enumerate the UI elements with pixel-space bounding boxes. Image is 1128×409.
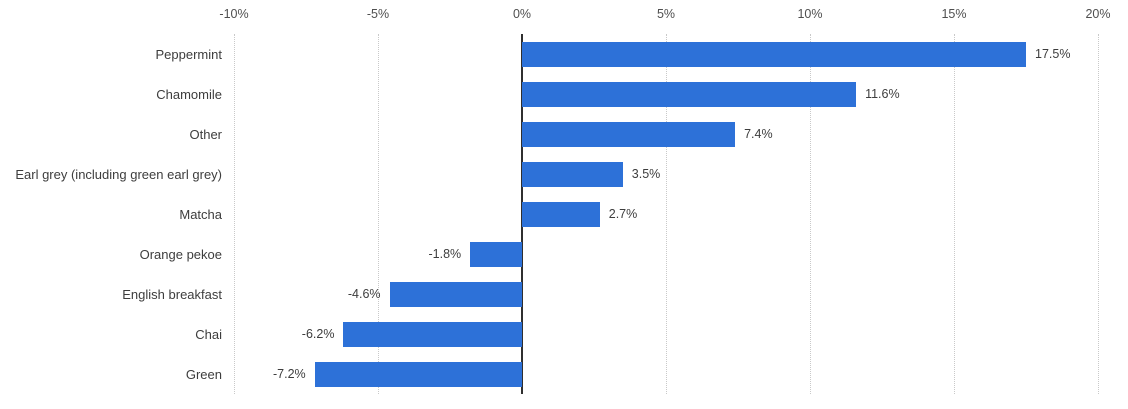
value-label: 17.5%: [1035, 47, 1071, 61]
value-label: 2.7%: [608, 207, 638, 221]
x-tick-label: -5%: [366, 7, 390, 21]
bar[interactable]: [389, 282, 522, 307]
bar[interactable]: [522, 202, 600, 227]
category-label: English breakfast: [122, 287, 222, 302]
category-label: Orange pekoe: [139, 247, 222, 262]
bar[interactable]: [314, 362, 522, 387]
x-tick-label: 10%: [797, 7, 823, 21]
value-label: 3.5%: [631, 167, 661, 181]
value-label: -4.6%: [347, 287, 381, 301]
category-label: Earl grey (including green earl grey): [15, 167, 222, 182]
value-label: 11.6%: [865, 87, 900, 101]
category-label: Chamomile: [156, 87, 222, 102]
value-label: -7.2%: [272, 367, 306, 381]
category-label: Matcha: [179, 207, 222, 222]
x-tick-label: 20%: [1085, 7, 1111, 21]
gridline: [234, 34, 235, 394]
x-tick-label: 0%: [512, 7, 532, 21]
x-tick-label: 15%: [941, 7, 967, 21]
gridline: [954, 34, 955, 394]
plot-area: 17.5% 11.6% 7.4% 3.5% 2.7% -1.8% -4.6% -6.2% -7.…: [234, 34, 1099, 394]
value-label: -6.2%: [301, 327, 335, 341]
gridline: [666, 34, 667, 394]
bar[interactable]: [522, 162, 623, 187]
value-label: -1.8%: [428, 247, 462, 261]
category-label: Other: [189, 127, 222, 142]
bar[interactable]: [522, 122, 736, 147]
bar[interactable]: [470, 242, 522, 267]
gridline: [378, 34, 379, 394]
category-label: Peppermint: [155, 47, 222, 62]
bar[interactable]: [522, 82, 857, 107]
gridline: [810, 34, 811, 394]
gridline: [1098, 34, 1099, 394]
category-label: Green: [185, 367, 222, 382]
x-tick-label: -10%: [219, 7, 249, 21]
x-tick-label: 5%: [656, 7, 676, 21]
value-label: 7.4%: [744, 127, 773, 141]
category-label: Chai: [195, 327, 222, 342]
bar[interactable]: [343, 322, 522, 347]
bar[interactable]: [522, 42, 1026, 67]
